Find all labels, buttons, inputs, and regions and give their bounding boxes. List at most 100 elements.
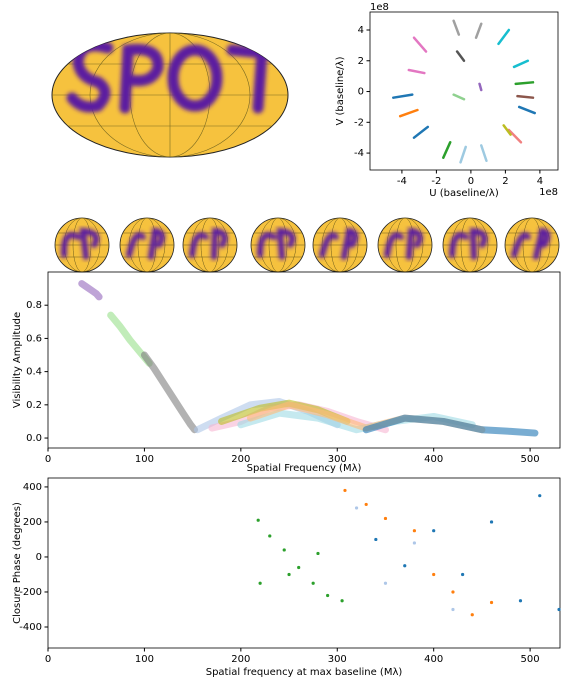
data-point: [470, 613, 474, 617]
data-line: [474, 22, 483, 39]
data-point: [451, 590, 455, 594]
data-line: [517, 105, 536, 115]
x-axis-label: Spatial Frequency (Mλ): [247, 463, 362, 474]
data-point: [518, 599, 523, 603]
data-line: [78, 280, 103, 301]
y-tick-label: 0.0: [26, 433, 42, 444]
data-line: [392, 93, 414, 99]
x-tick-label: 500: [521, 654, 540, 665]
data-line: [516, 94, 535, 99]
data-point: [282, 548, 286, 552]
data-point: [354, 506, 359, 510]
x-tick-label: 4: [537, 176, 543, 187]
sphere-spot: [449, 227, 488, 260]
data-point: [538, 494, 542, 498]
data-point: [340, 599, 344, 603]
data-line: [497, 28, 511, 46]
y-axis-label: V (baseline/λ): [335, 56, 346, 125]
x-tick-label: 200: [231, 654, 250, 665]
y-tick-label: 0.2: [26, 400, 42, 411]
data-line: [502, 124, 512, 136]
data-point: [364, 502, 368, 507]
data-line: [407, 68, 426, 75]
x-tick-label: 500: [521, 454, 540, 465]
data-point: [383, 581, 388, 585]
y-tick-label: 200: [23, 517, 42, 528]
data-point: [461, 572, 465, 577]
sphere-spot: [511, 227, 551, 260]
sphere-spot: [384, 227, 423, 260]
data-point: [343, 488, 347, 493]
data-point: [432, 529, 436, 533]
plot-frame: [47, 477, 561, 649]
x-tick-label: 400: [424, 654, 443, 665]
x-tick-label: 0: [468, 176, 474, 187]
data-line: [455, 50, 466, 63]
map-image: [51, 32, 289, 158]
y-tick-label: 400: [23, 482, 42, 493]
data-point: [268, 534, 272, 538]
data-point: [432, 572, 436, 577]
data-point: [383, 516, 388, 521]
data-point: [412, 529, 417, 533]
data-line: [507, 128, 523, 144]
data-line: [452, 19, 461, 36]
data-point: [326, 593, 330, 598]
x-offset-label: 1e8: [539, 187, 558, 198]
sphere-spot: [257, 227, 296, 260]
plot-frame: [47, 271, 561, 449]
data-line: [442, 141, 452, 159]
data-point: [451, 607, 455, 612]
x-axis-label: U (baseline/λ): [429, 188, 499, 199]
data-line: [140, 351, 199, 434]
data-line: [479, 144, 488, 163]
y-tick-label: -4: [354, 148, 364, 159]
data-line: [478, 82, 483, 92]
x-tick-label: 0: [45, 454, 51, 465]
data-line: [362, 414, 539, 437]
y-tick-label: -200: [19, 587, 42, 598]
sphere-spot: [126, 227, 166, 260]
data-line: [512, 59, 530, 69]
y-tick-label: 0: [36, 552, 42, 563]
y-tick-label: 0.8: [26, 300, 42, 311]
sphere-spot: [60, 227, 100, 260]
y-tick-label: 0.4: [26, 367, 42, 378]
data-point: [297, 565, 301, 570]
data-point: [489, 520, 494, 524]
y-tick-label: 4: [358, 25, 364, 36]
data-point: [287, 572, 291, 577]
x-tick-label: 200: [231, 454, 250, 465]
data-line: [412, 36, 428, 53]
plot-frame: [369, 11, 559, 171]
y-tick-label: 2: [358, 56, 364, 67]
x-tick-label: 100: [135, 654, 154, 665]
sphere-spot: [189, 227, 228, 260]
data-point: [374, 537, 378, 542]
x-tick-label: 300: [328, 454, 347, 465]
data-point: [316, 551, 320, 556]
data-point: [403, 564, 407, 568]
data-point: [258, 581, 262, 585]
y-tick-label: 0: [358, 87, 364, 98]
x-tick-label: 2: [502, 176, 508, 187]
y-tick-label: -400: [19, 622, 42, 633]
data-line: [452, 93, 466, 101]
data-point: [256, 518, 260, 522]
data-line: [237, 409, 476, 434]
x-tick-label: -2: [431, 176, 441, 187]
x-tick-label: 300: [328, 654, 347, 665]
data-point: [412, 541, 417, 545]
data-point: [311, 581, 315, 585]
data-line: [412, 125, 430, 139]
sphere-row: [54, 217, 560, 273]
x-tick-label: 100: [135, 454, 154, 465]
y-axis-label: Visibility Amplitude: [12, 312, 23, 408]
x-tick-label: -4: [397, 176, 407, 187]
data-line: [398, 108, 419, 118]
data-point: [489, 600, 494, 605]
y-tick-label: -2: [354, 117, 364, 128]
x-axis-label: Spatial frequency at max baseline (Mλ): [206, 667, 403, 678]
data-point: [557, 607, 561, 612]
